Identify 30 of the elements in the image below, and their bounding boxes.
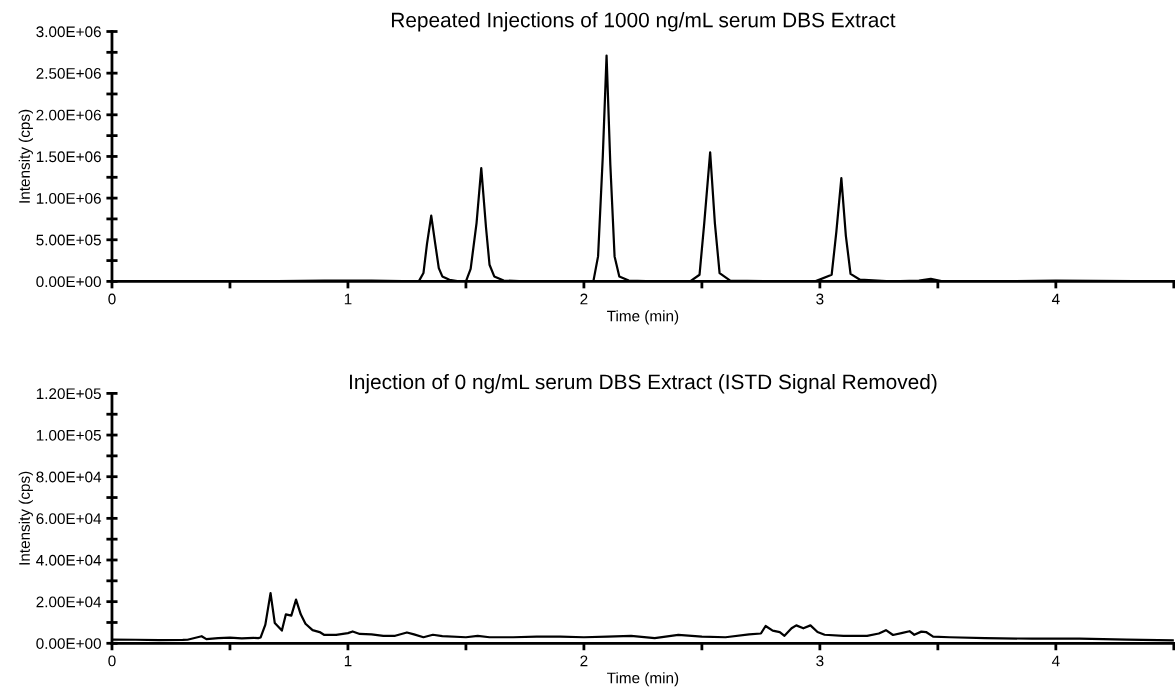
- y-tick-label: 1.20E+05: [36, 388, 101, 400]
- x-tick-label: 3: [816, 293, 824, 305]
- y-tick-label: 4.00E+04: [36, 554, 102, 566]
- y-tick-label: 3.00E+06: [36, 26, 101, 38]
- x-tick-label: 2: [580, 655, 588, 667]
- y-tick-label: 2.00E+06: [36, 109, 101, 121]
- y-axis-title: Intensity (cps): [18, 471, 33, 565]
- chart-title: Repeated Injections of 1000 ng/mL serum DBS Extract: [391, 12, 896, 32]
- y-tick-label: 5.00E+05: [36, 234, 101, 246]
- x-tick-label: 3: [816, 655, 824, 667]
- x-tick-label: 0: [108, 655, 116, 667]
- chart-title: Injection of 0 ng/mL serum DBS Extract (ISTD Signal Removed): [349, 373, 937, 394]
- x-axis-title: Time (min): [607, 310, 679, 325]
- y-tick-label: 2.50E+06: [36, 68, 101, 79]
- x-tick-label: 2: [580, 293, 588, 305]
- y-tick-label: 8.00E+04: [36, 471, 102, 483]
- y-axis-title: Intensity (cps): [18, 109, 33, 203]
- y-tick-label: 1.50E+06: [36, 151, 101, 163]
- x-tick-label: 4: [1051, 293, 1060, 305]
- y-tick-label: 1.00E+05: [36, 429, 101, 441]
- y-tick-label: 2.00E+04: [36, 596, 102, 608]
- x-tick-label: 1: [344, 293, 352, 305]
- x-tick-label: 4: [1051, 655, 1060, 667]
- x-tick-label: 0: [108, 293, 116, 305]
- x-tick-label: 1: [344, 655, 352, 667]
- y-tick-label: 1.00E+06: [36, 192, 101, 204]
- y-tick-label: 6.00E+04: [36, 513, 102, 525]
- y-tick-label: 0.00E+00: [36, 638, 101, 649]
- y-tick-label: 0.00E+00: [36, 276, 101, 288]
- x-axis-title: Time (min): [607, 672, 679, 687]
